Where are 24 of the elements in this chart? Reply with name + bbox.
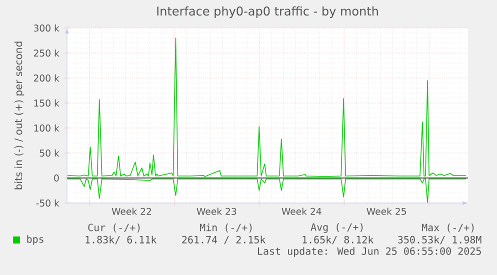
y-tick-label: 0 bbox=[54, 174, 59, 182]
text: Min (-/+) bbox=[200, 224, 252, 232]
text: 350.53k/ 1.98M bbox=[398, 236, 482, 244]
x-tick-label: Week 24 bbox=[282, 208, 322, 215]
x-tick-label: Week 25 bbox=[366, 208, 406, 215]
y-tick-label: 100 k bbox=[34, 124, 60, 132]
text: Last update: Wed Jun 25 06:55:00 2025 bbox=[258, 247, 481, 257]
x-tick-label: Week 22 bbox=[112, 208, 151, 215]
y-tick-label: 250 k bbox=[34, 49, 60, 57]
legend-label: bps bbox=[27, 235, 44, 245]
y-axis-title: bits in (-) / out (+) per second bbox=[14, 42, 24, 190]
y-tick-label: 150 k bbox=[34, 99, 60, 107]
y-tick-label: -50 k bbox=[36, 199, 60, 207]
y-tick-label: 50 k bbox=[40, 149, 60, 157]
text: 261.74 / 2.15k bbox=[182, 236, 266, 244]
text: 1.65k/ 8.12k bbox=[302, 236, 374, 244]
y-tick-label: 200 k bbox=[34, 74, 60, 82]
text: Max (-/+) bbox=[422, 224, 474, 232]
text: 1.83k/ 6.11k bbox=[86, 236, 157, 244]
text: Avg (-/+) bbox=[310, 223, 363, 233]
chart-title: Interface phy0-ap0 traffic - by month bbox=[157, 6, 378, 18]
x-tick-label: Week 23 bbox=[196, 208, 236, 215]
y-tick-label: 300 k bbox=[34, 24, 60, 32]
text: Cur (-/+) bbox=[88, 224, 140, 232]
